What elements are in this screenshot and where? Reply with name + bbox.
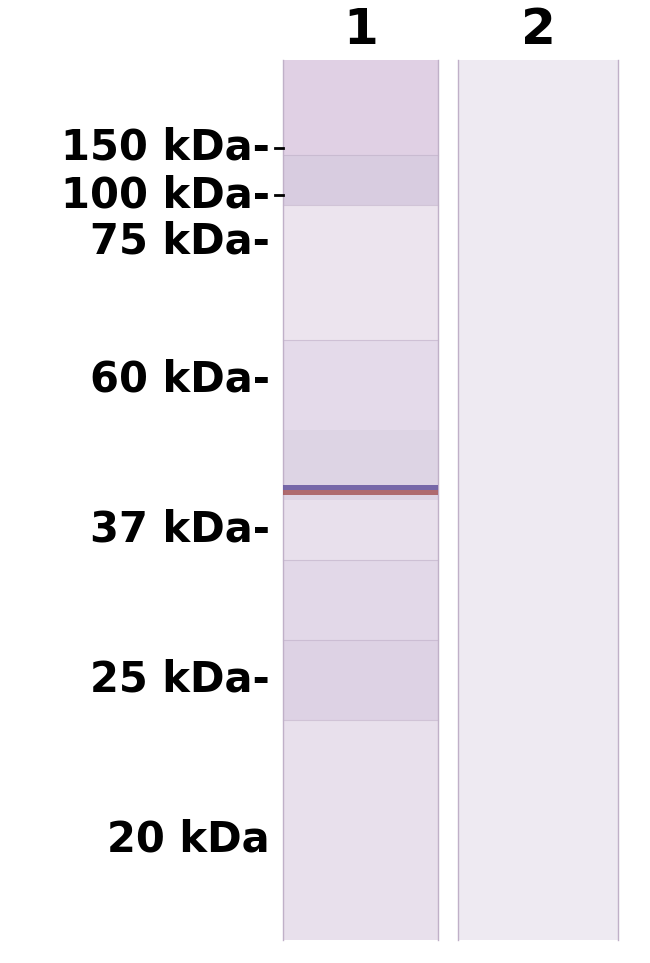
Text: 100 kDa-: 100 kDa- (61, 174, 270, 216)
Text: 150 kDa-: 150 kDa- (61, 127, 270, 169)
Bar (283, 640, 438, 720)
Text: 1: 1 (343, 6, 378, 54)
Text: 37 kDa-: 37 kDa- (90, 509, 270, 551)
Text: 75 kDa-: 75 kDa- (90, 221, 270, 263)
Bar (283, 500, 438, 560)
Bar (283, 340, 438, 430)
Bar (283, 490, 438, 495)
Text: 25 kDa-: 25 kDa- (90, 659, 270, 701)
Text: 60 kDa-: 60 kDa- (90, 359, 270, 401)
Bar (283, 720, 438, 940)
Bar (458, 60, 618, 940)
Text: 2: 2 (521, 6, 556, 54)
Bar (283, 205, 438, 340)
Bar (283, 560, 438, 640)
Bar (283, 430, 438, 500)
Bar (283, 485, 438, 490)
Bar (283, 60, 438, 155)
Bar (283, 155, 438, 205)
Text: 20 kDa: 20 kDa (107, 819, 270, 861)
